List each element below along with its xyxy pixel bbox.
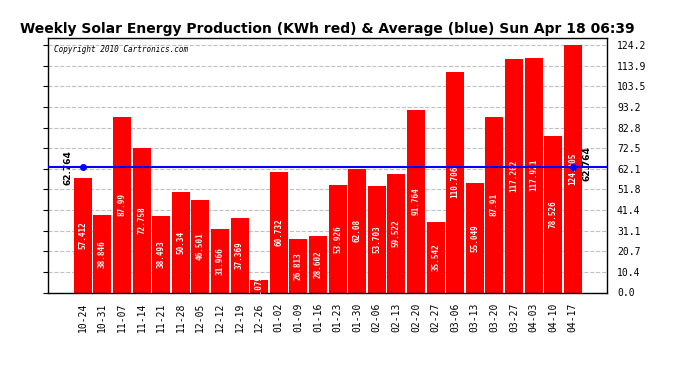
Text: 55.049: 55.049 xyxy=(471,224,480,252)
Text: 124.205: 124.205 xyxy=(569,153,578,185)
Bar xyxy=(407,110,425,292)
Text: 110.706: 110.706 xyxy=(451,166,460,198)
Bar xyxy=(446,72,464,292)
Bar xyxy=(230,218,248,292)
Bar xyxy=(348,169,366,292)
Text: 62.764: 62.764 xyxy=(64,150,73,185)
Text: 53.703: 53.703 xyxy=(373,225,382,253)
Bar xyxy=(132,147,150,292)
Bar xyxy=(74,178,92,292)
Text: 50.34: 50.34 xyxy=(176,231,185,254)
Text: 26.813: 26.813 xyxy=(294,252,303,280)
Text: 35.542: 35.542 xyxy=(431,243,440,271)
Text: 117.921: 117.921 xyxy=(529,159,538,191)
Title: Weekly Solar Energy Production (KWh red) & Average (blue) Sun Apr 18 06:39: Weekly Solar Energy Production (KWh red)… xyxy=(21,22,635,36)
Bar xyxy=(328,185,346,292)
Bar xyxy=(544,136,562,292)
Bar xyxy=(289,239,307,292)
Text: 87.91: 87.91 xyxy=(490,194,499,216)
Bar xyxy=(113,117,131,292)
Bar xyxy=(466,183,484,292)
Bar xyxy=(250,280,268,292)
Bar xyxy=(270,171,288,292)
Text: 78.526: 78.526 xyxy=(549,200,558,228)
Bar xyxy=(564,45,582,292)
Text: 38.493: 38.493 xyxy=(157,240,166,268)
Text: 72.758: 72.758 xyxy=(137,206,146,234)
Bar xyxy=(387,174,406,292)
Text: 60.732: 60.732 xyxy=(274,218,283,246)
Text: 46.501: 46.501 xyxy=(196,232,205,260)
Text: 57.412: 57.412 xyxy=(78,221,87,249)
Bar xyxy=(309,236,327,292)
Text: 6.079: 6.079 xyxy=(255,275,264,298)
Text: 28.602: 28.602 xyxy=(313,250,322,278)
Bar xyxy=(93,215,111,292)
Text: Copyright 2010 Cartronics.com: Copyright 2010 Cartronics.com xyxy=(54,45,188,54)
Bar xyxy=(211,229,229,292)
Text: 62.08: 62.08 xyxy=(353,219,362,242)
Text: 62.764: 62.764 xyxy=(582,146,591,181)
Text: 59.522: 59.522 xyxy=(392,219,401,247)
Bar xyxy=(191,200,209,292)
Text: 37.369: 37.369 xyxy=(235,242,244,269)
Text: 117.202: 117.202 xyxy=(509,160,518,192)
Text: 87.99: 87.99 xyxy=(117,193,126,216)
Bar xyxy=(172,192,190,292)
Bar xyxy=(152,216,170,292)
Text: 53.926: 53.926 xyxy=(333,225,342,253)
Bar xyxy=(524,58,542,292)
Bar xyxy=(368,186,386,292)
Bar xyxy=(505,59,523,292)
Text: 38.846: 38.846 xyxy=(98,240,107,268)
Bar xyxy=(485,117,504,292)
Text: 31.966: 31.966 xyxy=(215,247,224,274)
Bar xyxy=(426,222,444,292)
Text: 91.764: 91.764 xyxy=(411,187,420,215)
